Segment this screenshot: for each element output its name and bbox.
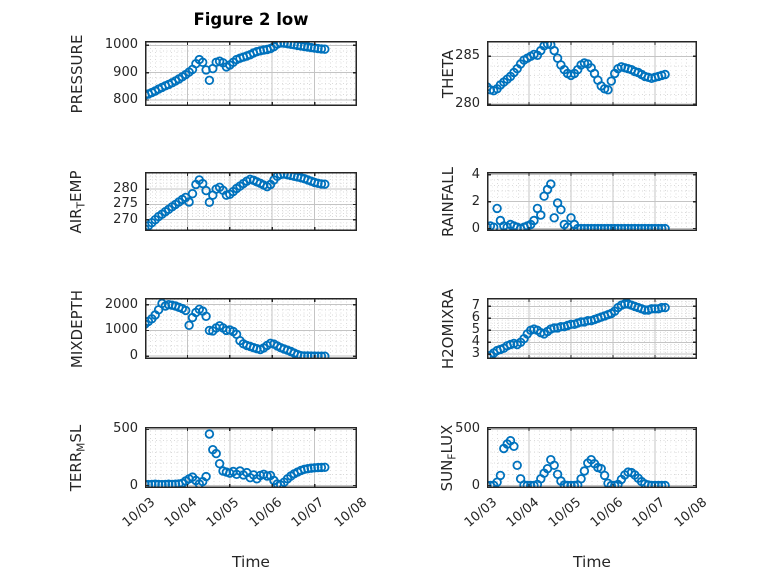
x-tick-label: 10/05 (204, 495, 243, 531)
figure-title: Figure 2 low (193, 10, 309, 29)
plot-area-sun_flux[interactable] (487, 427, 697, 488)
x-axis-label: Time (573, 553, 611, 571)
data-points (487, 435, 670, 488)
x-tick-label: 10/06 (246, 495, 285, 531)
plot-area-air_temp[interactable] (145, 172, 357, 231)
axis-box (145, 298, 357, 359)
y-tick-label: 500 (113, 421, 138, 437)
y-tick-label: 500 (455, 421, 480, 437)
data-points (487, 41, 670, 96)
y-tick-label: 0 (129, 348, 138, 364)
y-axis-label-theta: THETA (439, 49, 457, 97)
y-tick-label: 275 (113, 196, 138, 212)
grid-minor (487, 427, 697, 488)
y-tick-label: 280 (113, 181, 138, 197)
grid-major (487, 427, 697, 488)
y-tick-label: 280 (455, 96, 480, 112)
y-tick-label: 0 (471, 220, 480, 236)
y-tick-label: 7 (471, 298, 480, 314)
axis-box (145, 172, 357, 231)
y-tick-label: 270 (113, 211, 138, 227)
axis-ticks (487, 427, 697, 488)
data-points (145, 41, 330, 100)
y-tick-label: 1000 (104, 37, 138, 53)
axis-box (487, 427, 697, 488)
data-points (145, 298, 330, 359)
y-tick-label: 800 (113, 91, 138, 107)
y-tick-label: 900 (113, 64, 138, 80)
data-points (145, 429, 330, 488)
y-label-text: THETA (439, 49, 457, 98)
axis-box (145, 427, 357, 488)
plot-area-mixdepth[interactable] (145, 298, 357, 359)
data-points (487, 299, 670, 359)
x-tick-label: 10/08 (671, 495, 710, 531)
data-points (145, 172, 330, 231)
y-tick-label: 0 (129, 477, 138, 493)
y-label-text: RAINFALL (439, 166, 457, 237)
y-label-subscript: M (75, 442, 88, 452)
x-tick-label: 10/03 (119, 495, 158, 531)
plot-area-terr_msl[interactable] (145, 427, 357, 488)
y-tick-label: 0 (471, 477, 480, 493)
grid-major (145, 172, 357, 231)
grid-minor (487, 298, 697, 359)
y-tick-label: 4 (471, 334, 480, 350)
x-tick-label: 10/08 (331, 495, 370, 531)
plot-area-theta[interactable] (487, 41, 697, 106)
y-tick-label: 2 (471, 193, 480, 209)
grid-major (487, 172, 697, 231)
x-axis-label: Time (232, 553, 270, 571)
y-label-subscript: F (446, 453, 459, 460)
y-label-text: LUX (437, 424, 456, 454)
x-tick-label: 10/07 (629, 495, 668, 531)
y-tick-label: 5 (471, 322, 480, 338)
grid-major (145, 427, 357, 488)
x-tick-label: 10/07 (288, 495, 328, 531)
x-tick-label: 10/05 (545, 495, 584, 531)
grid-major (487, 298, 697, 359)
y-axis-label-h2omixra: H2OMIXRA (439, 288, 457, 368)
axis-box (145, 41, 357, 106)
y-axis-label-rainfall: RAINFALL (439, 167, 457, 237)
axis-box (487, 172, 697, 231)
y-tick-label: 1000 (104, 322, 138, 338)
axis-box (487, 298, 697, 359)
x-tick-label: 10/04 (503, 495, 542, 531)
x-tick-label: 10/04 (161, 495, 201, 531)
y-label-text: SUN (437, 459, 456, 491)
y-tick-label: 285 (455, 48, 480, 64)
x-tick-label: 10/03 (461, 495, 500, 531)
y-tick-label: 2000 (104, 296, 138, 312)
y-tick-label: 3 (471, 346, 480, 362)
data-points (487, 179, 670, 231)
y-axis-label-sun_flux: SUNFLUX (438, 424, 459, 491)
plot-area-rainfall[interactable] (487, 172, 697, 231)
plot-area-h2omixra[interactable] (487, 298, 697, 359)
grid-minor (145, 172, 357, 231)
axis-box (487, 41, 697, 106)
y-tick-label: 6 (471, 310, 480, 326)
plot-area-pressure[interactable] (145, 41, 357, 106)
y-tick-label: 4 (471, 166, 480, 182)
y-label-text: H2OMIXRA (439, 288, 457, 369)
x-tick-label: 10/06 (587, 495, 626, 531)
